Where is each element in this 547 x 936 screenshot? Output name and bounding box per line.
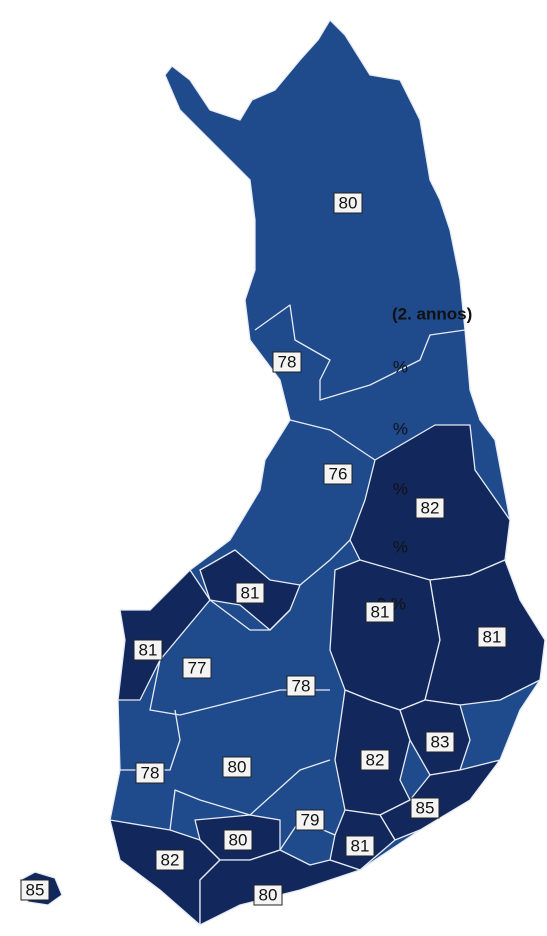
region-value: 78 <box>141 763 160 782</box>
label-box <box>415 497 445 519</box>
region-value: 76 <box>329 464 348 483</box>
region-value: 81 <box>241 583 260 602</box>
border <box>289 419 376 461</box>
region-value: 85 <box>416 798 435 817</box>
region-value: 81 <box>483 627 502 646</box>
label-box <box>253 884 283 906</box>
legend-label: % <box>393 357 408 376</box>
border <box>299 539 351 586</box>
region-value: 80 <box>229 830 248 849</box>
label-box <box>272 351 302 373</box>
label-box <box>410 797 440 819</box>
region-value: 85 <box>26 880 45 899</box>
label-box <box>345 835 375 857</box>
label-box <box>323 463 353 485</box>
region-value: 83 <box>431 732 450 751</box>
border <box>254 304 466 401</box>
region-value: 80 <box>339 193 358 212</box>
label-box <box>222 756 252 778</box>
region-value: 82 <box>161 850 180 869</box>
label-box <box>133 639 163 661</box>
legend-label: % <box>393 419 408 438</box>
label-box <box>155 849 185 871</box>
region-value: 81 <box>371 602 390 621</box>
label-box <box>333 192 363 214</box>
label-box <box>182 657 212 679</box>
label-box <box>20 879 50 901</box>
region-value: 82 <box>366 750 385 769</box>
region-value: 80 <box>228 757 247 776</box>
label-box <box>295 809 325 831</box>
label-box <box>365 601 395 623</box>
region-value: 81 <box>139 640 158 659</box>
label-box <box>223 829 253 851</box>
label-box <box>286 675 316 697</box>
label-box <box>425 731 455 753</box>
label-box <box>235 582 265 604</box>
legend-label: % <box>393 537 408 556</box>
region-value: 81 <box>351 836 370 855</box>
region-value: 78 <box>278 352 297 371</box>
label-box <box>135 762 165 784</box>
legend-label: % <box>393 479 408 498</box>
label-box <box>360 749 390 771</box>
region-value: 80 <box>259 885 278 904</box>
label-box <box>477 626 507 648</box>
legend-title: (2. annos) <box>392 304 472 323</box>
border <box>169 759 331 831</box>
region-value: 78 <box>292 676 311 695</box>
region-value: 77 <box>188 658 207 677</box>
region <box>329 559 441 711</box>
border <box>209 599 291 631</box>
region-value: 82 <box>421 498 440 517</box>
region-value: 79 <box>301 810 320 829</box>
